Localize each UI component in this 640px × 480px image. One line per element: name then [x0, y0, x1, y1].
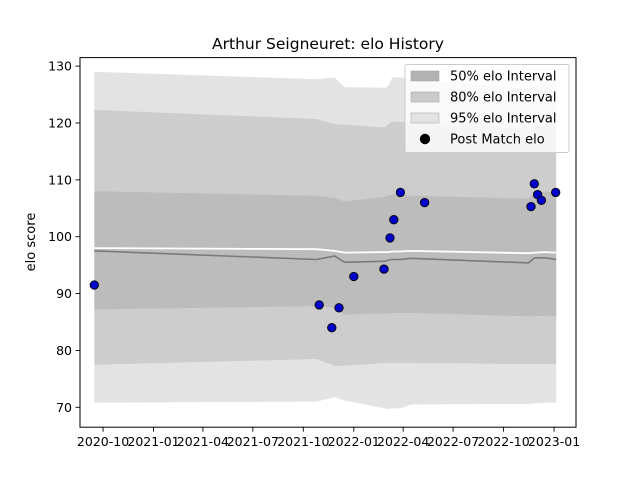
post-match-point	[90, 281, 98, 289]
x-tick-label: 2022-07	[427, 434, 479, 449]
y-tick-label: 70	[56, 400, 72, 415]
x-tick-label: 2022-01	[328, 434, 380, 449]
legend-label: 80% elo Interval	[450, 91, 557, 106]
legend-label: 95% elo Interval	[450, 112, 557, 127]
x-axis: 2020-102021-012021-042021-072021-102022-…	[77, 427, 580, 449]
x-tick-label: 2021-04	[177, 434, 229, 449]
y-tick-label: 110	[48, 172, 72, 187]
legend-label: Post Match elo	[450, 133, 545, 148]
post-match-point	[328, 324, 336, 332]
post-match-point	[386, 234, 394, 242]
post-match-point	[537, 196, 545, 204]
y-tick-label: 120	[48, 115, 72, 130]
post-match-point	[315, 301, 323, 309]
y-tick-label: 100	[48, 229, 72, 244]
y-tick-label: 130	[48, 59, 72, 74]
post-match-point	[380, 265, 388, 273]
y-axis-title: elo score	[24, 213, 39, 272]
legend-swatch	[411, 113, 439, 123]
x-tick-label: 2022-04	[377, 434, 429, 449]
x-tick-label: 2023-01	[528, 434, 580, 449]
x-tick-label: 2021-10	[277, 434, 329, 449]
x-tick-label: 2021-01	[127, 434, 179, 449]
legend-swatch	[411, 71, 439, 81]
post-match-point	[350, 272, 358, 280]
y-tick-label: 90	[56, 286, 72, 301]
x-tick-label: 2020-10	[77, 434, 129, 449]
post-match-point	[396, 188, 404, 196]
legend-marker	[420, 134, 430, 144]
y-tick-label: 80	[56, 343, 72, 358]
post-match-point	[552, 188, 560, 196]
legend-swatch	[411, 92, 439, 102]
post-match-point	[390, 216, 398, 224]
y-axis: 70 80 90 100 110 120 130	[48, 59, 80, 415]
post-match-point	[420, 198, 428, 206]
legend: 50% elo Interval 80% elo Interval 95% elo …	[405, 65, 569, 153]
x-tick-label: 2022-10	[477, 434, 529, 449]
post-match-point	[527, 202, 535, 210]
legend-label: 50% elo Interval	[450, 70, 557, 85]
post-match-point	[335, 304, 343, 312]
x-tick-label: 2021-07	[227, 434, 279, 449]
post-match-point	[530, 180, 538, 188]
chart-title: Arthur Seigneuret: elo History	[212, 35, 444, 53]
